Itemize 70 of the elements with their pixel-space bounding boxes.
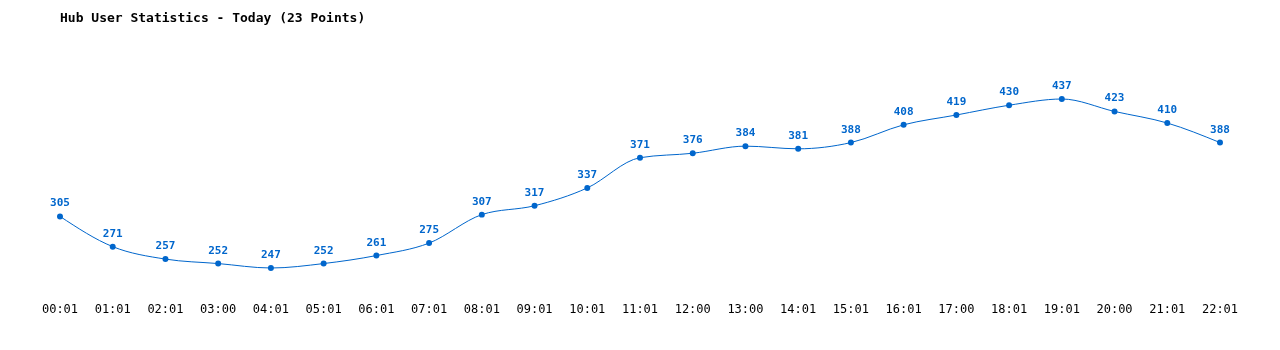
- data-label: 430: [999, 85, 1020, 99]
- point: [1217, 139, 1223, 146]
- chart-title: Hub User Statistics - Today (23 Points): [60, 10, 366, 25]
- x-tick-label: 13:00: [727, 302, 764, 316]
- x-tick-label: 01:01: [94, 302, 131, 316]
- data-label: 381: [788, 128, 809, 142]
- x-tick-label: 11:01: [621, 302, 659, 316]
- point: [267, 265, 274, 271]
- point: [109, 243, 116, 250]
- data-label: 388: [840, 122, 861, 136]
- x-tick-label: 02:01: [147, 302, 184, 316]
- x-tick-label: 08:01: [463, 302, 500, 316]
- data-label: 384: [735, 126, 756, 140]
- x-tick-label: 04:01: [252, 302, 289, 316]
- data-label: 337: [577, 167, 598, 181]
- data-label: 423: [1104, 91, 1125, 105]
- x-tick-label: 22:01: [1201, 302, 1239, 316]
- data-label: 247: [260, 248, 281, 261]
- x-tick-label: 00:01: [41, 302, 79, 316]
- x-tick-label: 07:01: [411, 302, 448, 316]
- point: [689, 150, 696, 157]
- data-label: 408: [893, 104, 914, 118]
- data-label: 410: [1157, 103, 1178, 117]
- point: [215, 260, 222, 267]
- x-tick-label: 20:00: [1096, 302, 1133, 316]
- point: [426, 240, 433, 247]
- point: [795, 145, 802, 152]
- point: [847, 139, 854, 146]
- data-label: 419: [946, 95, 967, 109]
- point: [1164, 120, 1171, 126]
- x-tick-label: 17:00: [938, 302, 975, 316]
- data-label: 261: [366, 235, 387, 249]
- point: [1006, 102, 1013, 109]
- point: [57, 213, 63, 220]
- point: [953, 112, 960, 118]
- x-tick-label: 03:00: [200, 302, 237, 316]
- point: [320, 260, 327, 267]
- data-label: 275: [419, 223, 440, 237]
- x-tick-label: 10:01: [569, 302, 606, 316]
- data-label: 317: [524, 185, 545, 199]
- point: [900, 121, 907, 128]
- point: [373, 252, 380, 259]
- data-label: 376: [682, 133, 704, 147]
- x-tick-label: 19:01: [1043, 302, 1080, 316]
- x-tick-label: 18:01: [991, 302, 1028, 316]
- data-label: 307: [471, 194, 492, 208]
- data-label: 388: [1210, 122, 1230, 136]
- data-label: 271: [102, 226, 124, 240]
- point: [531, 202, 538, 209]
- x-tick-label: 14:01: [780, 302, 817, 316]
- data-label: 257: [155, 239, 176, 253]
- x-tick-label: 06:01: [358, 302, 395, 316]
- x-tick-label: 16:01: [885, 302, 922, 316]
- data-label: 252: [313, 243, 334, 257]
- data-label: 305: [50, 196, 70, 210]
- point: [742, 143, 749, 150]
- point: [637, 154, 643, 161]
- point: [478, 211, 485, 218]
- x-tick-label: 15:01: [832, 302, 869, 316]
- x-tick-label: 12:00: [674, 302, 711, 316]
- point: [1058, 96, 1065, 102]
- data-label: 371: [630, 137, 651, 151]
- point: [1111, 108, 1118, 115]
- point: [584, 184, 591, 191]
- x-tick-label: 21:01: [1149, 302, 1186, 316]
- x-tick-label: 05:01: [305, 302, 342, 316]
- data-label: 252: [208, 243, 229, 257]
- point: [162, 256, 169, 263]
- x-tick-label: 09:01: [516, 302, 553, 316]
- data-label: 437: [1051, 79, 1072, 92]
